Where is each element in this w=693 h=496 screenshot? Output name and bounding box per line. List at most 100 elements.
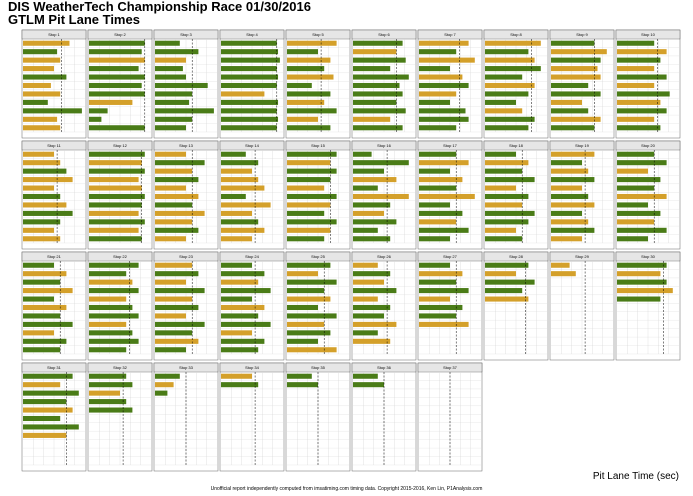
bar [353, 236, 391, 242]
bar [617, 202, 648, 208]
bar [155, 210, 205, 216]
bar [155, 125, 186, 131]
bar [485, 57, 535, 63]
bar [89, 373, 127, 379]
bar [287, 296, 331, 302]
bar [419, 296, 450, 302]
bar [617, 185, 655, 191]
bar [419, 40, 469, 46]
bar [287, 313, 337, 319]
bar [89, 49, 142, 55]
bar [287, 57, 331, 63]
panel-label: Stop 36 [377, 365, 392, 370]
bar [221, 304, 265, 311]
panel-label: Stop 4 [246, 32, 258, 37]
bar [617, 279, 667, 285]
bar [155, 330, 193, 336]
panel-label: Stop 29 [575, 254, 590, 259]
bar [353, 313, 384, 319]
bar [419, 108, 466, 114]
bar [551, 227, 595, 233]
bar [485, 193, 529, 200]
bar [287, 227, 331, 233]
bar [617, 296, 661, 302]
bar [155, 99, 190, 105]
bar [23, 57, 61, 63]
bar [287, 330, 331, 336]
bar [221, 279, 259, 285]
bar [419, 202, 450, 208]
bar [617, 66, 655, 72]
bar [551, 151, 595, 157]
bar [221, 82, 277, 89]
panel-label: Stop 8 [510, 32, 522, 37]
bar [287, 160, 331, 166]
bar [353, 288, 397, 294]
bar [287, 236, 325, 242]
bar [287, 347, 337, 353]
bar [221, 347, 259, 353]
bar [485, 108, 523, 114]
bar [419, 219, 457, 225]
bar [23, 321, 73, 327]
panel-label: Stop 33 [179, 365, 194, 370]
bar [551, 202, 595, 208]
bar [287, 382, 318, 388]
bar [419, 193, 475, 200]
bar [353, 125, 403, 131]
chart-title: DIS WeatherTech Championship Race 01/30/… [8, 0, 311, 14]
bar [617, 74, 667, 80]
bar [23, 279, 61, 285]
bar [155, 313, 186, 319]
bar [221, 57, 280, 63]
bar [419, 304, 463, 311]
bar [485, 236, 523, 242]
panel-label: Stop 17 [443, 143, 458, 148]
bar [617, 125, 661, 131]
bar [353, 151, 372, 157]
bar [89, 202, 142, 208]
bar [617, 82, 655, 89]
bar [155, 202, 193, 208]
panel-label: Stop 27 [443, 254, 458, 259]
bar [23, 219, 61, 225]
bar [617, 177, 661, 183]
bar [287, 116, 318, 122]
bar [485, 160, 529, 166]
bar [221, 296, 252, 302]
bar [287, 210, 325, 216]
bar [551, 99, 582, 105]
bar [551, 219, 589, 225]
bar [221, 236, 252, 242]
bar [23, 424, 79, 430]
bar [221, 313, 259, 319]
bar [155, 236, 186, 242]
bar [353, 193, 409, 200]
bar [419, 321, 469, 327]
bar [353, 168, 384, 174]
bar [23, 40, 70, 46]
bar [89, 57, 145, 63]
bar [617, 210, 661, 216]
bar [221, 160, 259, 166]
bar [155, 74, 186, 80]
bar [155, 91, 193, 97]
bar [485, 210, 535, 216]
bar [221, 382, 259, 388]
bar [23, 288, 73, 294]
bar [551, 49, 607, 55]
bar [89, 271, 127, 277]
bar [485, 40, 541, 46]
bar [485, 271, 516, 277]
panel-label: Stop 20 [641, 143, 656, 148]
bar [23, 168, 67, 174]
bar [89, 219, 145, 225]
bar [551, 40, 595, 46]
bar [419, 66, 450, 72]
bar [155, 116, 193, 122]
bar [617, 151, 655, 157]
bar [419, 168, 450, 174]
bar [485, 74, 523, 80]
bar [485, 66, 541, 72]
